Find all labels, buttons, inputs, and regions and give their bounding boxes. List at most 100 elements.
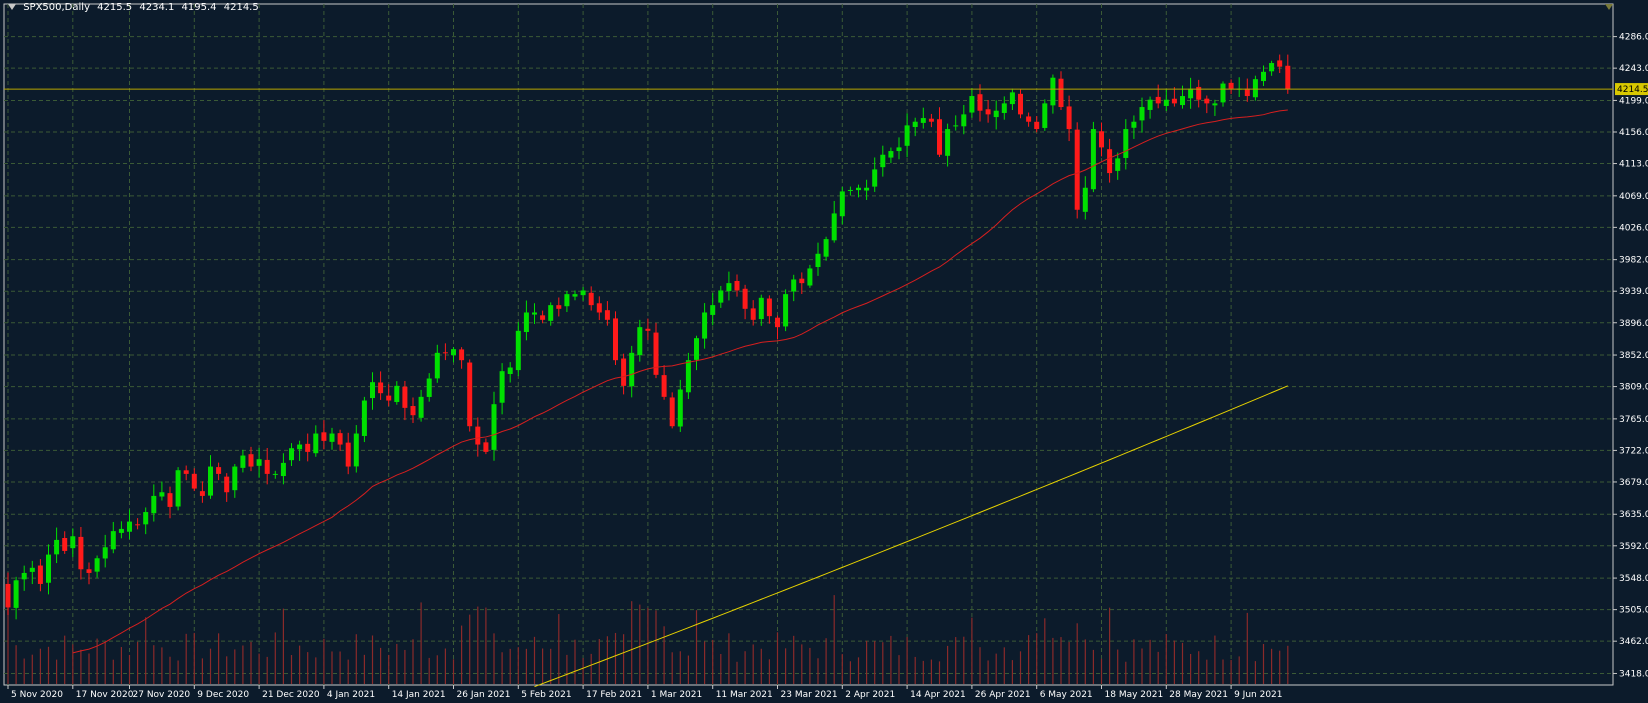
candle-bull: [548, 305, 554, 321]
candle-bear: [1228, 82, 1234, 89]
candle-bull: [118, 528, 124, 533]
y-tick-label: 3462.0: [1619, 637, 1648, 647]
candle-bull: [29, 567, 35, 572]
y-tick-label: 3592.0: [1619, 542, 1648, 552]
candle-bear: [321, 432, 327, 441]
candle-bear: [750, 308, 756, 320]
candle-bull: [758, 297, 764, 320]
candle-bear: [734, 280, 740, 291]
candle-bull: [297, 444, 303, 450]
candle-bull: [1123, 129, 1129, 158]
candle-bull: [491, 404, 497, 450]
candle-bear: [183, 470, 189, 474]
candle-bull: [831, 213, 837, 241]
candle-bull: [313, 433, 319, 454]
candle-bear: [1277, 60, 1283, 67]
candle-bear: [224, 476, 230, 493]
candle-bull: [1261, 71, 1266, 82]
candle-bear: [766, 298, 772, 317]
x-tick-label: 11 Mar 2021: [716, 690, 773, 700]
candle-bull: [1147, 99, 1153, 110]
candle-bull: [434, 352, 440, 379]
candle-bull: [289, 448, 294, 461]
candle-bear: [5, 583, 11, 608]
x-tick-label: 28 May 2021: [1169, 690, 1228, 700]
candle-bull: [102, 547, 108, 559]
candle-bull: [637, 327, 643, 356]
candle-bull: [888, 151, 894, 158]
x-tick-label: 9 Jun 2021: [1234, 690, 1282, 700]
chart-header: SPX500,Daily 4215.5 4234.1 4195.4 4214.5: [8, 2, 263, 13]
candle-bull: [1082, 187, 1088, 212]
candle-bear: [669, 397, 675, 427]
candle-bull: [240, 455, 246, 468]
candle-bull: [815, 253, 821, 268]
candle-bull: [677, 389, 683, 427]
y-tick-label: 3982.0: [1619, 256, 1648, 266]
candle-bear: [86, 569, 92, 573]
candle-bull: [807, 268, 813, 286]
candle-bull: [272, 473, 278, 475]
candle-bull: [969, 96, 975, 113]
y-tick-label: 3852.0: [1619, 351, 1648, 361]
candle-bull: [564, 294, 570, 307]
candle-bear: [799, 278, 805, 284]
y-tick-label: 4113.0: [1619, 160, 1648, 170]
candle-bear: [402, 386, 408, 408]
candle-bull: [896, 147, 902, 152]
candle-bull: [143, 512, 149, 525]
y-tick-label: 3896.0: [1619, 319, 1648, 329]
candle-bull: [1115, 158, 1121, 171]
candle-bull: [945, 129, 951, 156]
candle-bull: [710, 305, 716, 315]
candle-bull: [839, 191, 845, 217]
candle-bear: [442, 352, 448, 354]
candle-bull: [694, 338, 699, 360]
candle-bear: [1285, 65, 1291, 90]
candle-bull: [580, 290, 586, 296]
candle-bull: [1180, 96, 1185, 106]
candle-bull: [70, 536, 76, 549]
y-tick-label: 3679.0: [1619, 478, 1648, 488]
candle-bull: [21, 572, 27, 580]
candle-bull: [232, 466, 238, 491]
candle-bear: [596, 303, 602, 313]
x-tick-label: 27 Nov 2020: [133, 690, 191, 700]
candle-bear: [604, 310, 610, 320]
candle-bull: [426, 378, 432, 397]
candle-bull: [864, 187, 870, 191]
x-tick-label: 5 Feb 2021: [521, 690, 571, 700]
x-tick-label: 21 Dec 2020: [262, 690, 320, 700]
candle-bear: [1107, 149, 1113, 174]
candle-bear: [556, 305, 562, 309]
candle-bull: [151, 495, 157, 514]
candle-bull: [1269, 63, 1275, 72]
candle-bear: [1058, 78, 1064, 108]
candle-bull: [1220, 83, 1226, 103]
current-price-label: 4214.5: [1617, 85, 1648, 95]
candle-bear: [977, 94, 983, 111]
candle-bull: [208, 466, 213, 496]
candle-bull: [515, 330, 521, 371]
candle-bull: [904, 125, 910, 146]
candle-bull: [394, 385, 400, 403]
candle-bear: [467, 362, 473, 427]
candle-bull: [94, 558, 100, 572]
x-tick-label: 6 May 2021: [1040, 690, 1093, 700]
candle-bull: [1163, 99, 1169, 106]
x-tick-label: 23 Mar 2021: [781, 690, 838, 700]
candle-bull: [783, 294, 789, 327]
candle-bull: [532, 312, 537, 315]
candle-bear: [653, 332, 659, 375]
collapse-triangle-icon[interactable]: [8, 4, 16, 10]
y-tick-label: 4199.0: [1619, 96, 1648, 106]
y-tick-label: 4243.0: [1619, 64, 1648, 74]
x-tick-label: 26 Jan 2021: [457, 690, 511, 700]
candle-bull: [953, 125, 959, 127]
candle-bull: [256, 459, 262, 466]
candle-bull: [159, 492, 165, 497]
current-price-label-bg: [1615, 83, 1648, 96]
candle-bull: [856, 187, 861, 191]
